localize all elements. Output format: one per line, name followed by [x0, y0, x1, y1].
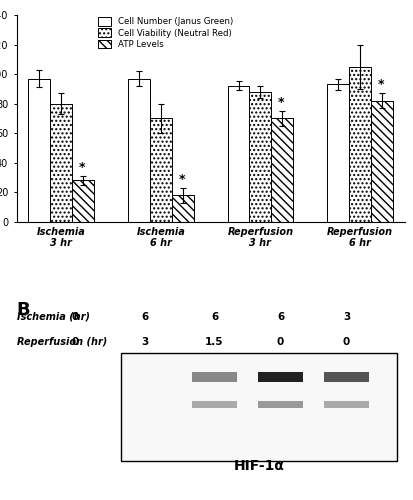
Bar — [258, 372, 303, 382]
Bar — [192, 401, 237, 408]
Bar — [258, 372, 303, 380]
Bar — [172, 195, 194, 222]
Text: 0: 0 — [71, 312, 78, 322]
Bar — [50, 104, 72, 222]
Text: *: * — [178, 172, 185, 186]
Bar — [150, 118, 172, 222]
Bar — [72, 180, 94, 222]
Bar — [258, 372, 303, 380]
Bar — [271, 118, 293, 222]
Bar — [258, 402, 303, 407]
Legend: Cell Number (Janus Green), Cell Viability (Neutral Red), ATP Levels: Cell Number (Janus Green), Cell Viabilit… — [98, 17, 233, 48]
Text: Ischemia (hr): Ischemia (hr) — [17, 312, 90, 322]
Bar — [324, 401, 369, 408]
Text: 3: 3 — [141, 337, 148, 347]
Bar — [324, 401, 369, 408]
Bar — [228, 86, 249, 222]
Bar — [28, 78, 50, 222]
Text: 6: 6 — [211, 312, 218, 322]
Text: 0: 0 — [343, 337, 350, 347]
Text: HIF-1α: HIF-1α — [234, 459, 285, 473]
Bar — [324, 372, 369, 380]
Bar — [258, 372, 303, 381]
Bar — [192, 372, 237, 382]
Text: 0: 0 — [71, 337, 78, 347]
Text: *: * — [377, 78, 384, 91]
Bar — [327, 84, 349, 222]
Bar — [324, 402, 369, 407]
Bar — [249, 92, 271, 222]
Bar — [349, 66, 371, 222]
Text: 1.5: 1.5 — [205, 337, 224, 347]
Bar — [324, 372, 369, 380]
Bar — [192, 372, 237, 380]
Text: 6: 6 — [277, 312, 284, 322]
Text: 6: 6 — [141, 312, 148, 322]
Bar — [192, 401, 237, 408]
Text: *: * — [79, 161, 85, 174]
Bar — [121, 352, 397, 461]
Bar — [128, 78, 150, 222]
Bar — [324, 372, 369, 381]
Text: B: B — [17, 300, 30, 318]
Text: Reperfusion (hr): Reperfusion (hr) — [17, 337, 107, 347]
Bar — [371, 100, 393, 222]
Bar — [258, 401, 303, 408]
Bar — [192, 372, 237, 381]
Text: *: * — [278, 96, 285, 109]
Text: 3: 3 — [343, 312, 350, 322]
Bar — [192, 402, 237, 407]
Bar — [324, 372, 369, 382]
Bar — [258, 401, 303, 408]
Bar — [192, 372, 237, 380]
Text: 0: 0 — [277, 337, 284, 347]
